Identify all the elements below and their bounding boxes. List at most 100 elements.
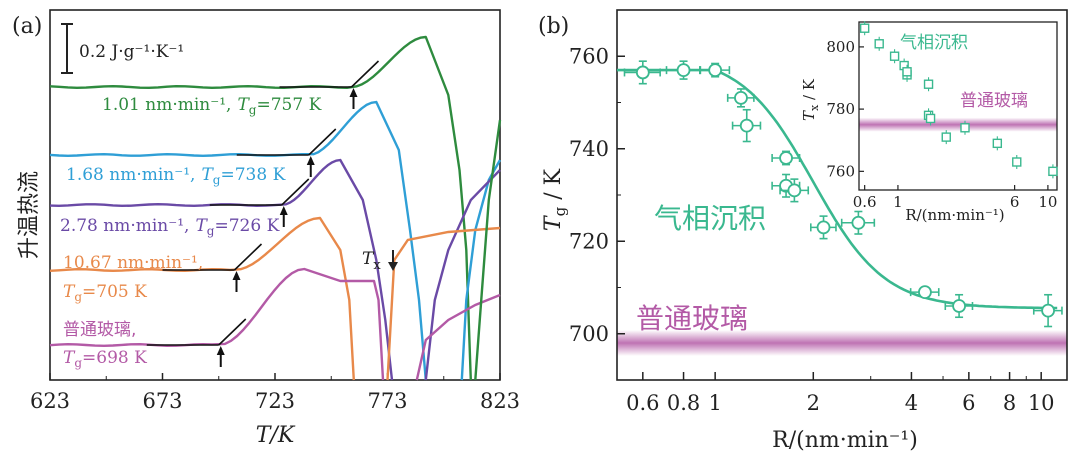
dsc-curve-tail — [424, 169, 501, 381]
panel-b-xtick-label: 8 — [1003, 391, 1016, 415]
inset-frame — [858, 21, 1058, 191]
series-label-1: 1.01 nm·min⁻¹, Tg=757 K — [102, 95, 322, 117]
inset-data-point — [992, 136, 1003, 151]
inset-ytick-label: 780 — [826, 100, 855, 118]
data-point — [771, 150, 801, 166]
panel-a-xtick-label: 723 — [255, 389, 295, 413]
series-label-4-rate: 10.67 nm·min⁻¹, — [63, 253, 203, 273]
series-label-5-tg: Tg=698 K — [63, 348, 147, 370]
vapor-label: 气相沉积 — [654, 202, 766, 235]
series-label-2: 1.68 nm·min⁻¹, Tg=738 K — [66, 165, 286, 187]
panel-b-xtick-label: 4 — [905, 391, 918, 415]
panel-a-xlabel: T/K — [256, 423, 296, 448]
inset-xlabel: R/(nm·min⁻¹) — [905, 206, 1004, 224]
panel-b-xtick-label: 0.8 — [667, 391, 700, 415]
panel-a-xtick-label: 673 — [142, 389, 182, 413]
inset-data-point — [923, 77, 934, 92]
inset-data-point — [1012, 155, 1022, 169]
band-label: 普通玻璃 — [636, 302, 748, 335]
inset-data-point — [1048, 164, 1058, 179]
panel-b-ylabel: Tg / K — [541, 168, 569, 231]
panel-b-ytick-label: 700 — [569, 322, 609, 346]
panel-b-band — [617, 330, 1067, 356]
inset-data-point — [960, 120, 970, 135]
panel-a-xtick-label: 623 — [30, 389, 70, 413]
onset-tangent — [350, 60, 380, 88]
inset-band-label: 普通玻璃 — [960, 91, 1028, 111]
inset-xtick-label: 0.6 — [853, 193, 877, 211]
onset-tangent — [233, 243, 263, 271]
inset-data-point — [874, 36, 884, 51]
tg-arrow-head — [232, 271, 241, 280]
panel-b-ytick-label: 760 — [569, 44, 609, 68]
inset-data-point — [925, 111, 936, 126]
data-point — [726, 88, 755, 108]
panel-b-ticks: 0.6 0.8 1 2 4 6 8 10 700 720 740 760 — [569, 9, 1055, 415]
inset-ordinary-glass-band — [859, 117, 1057, 132]
tg-arrow-head — [349, 88, 358, 97]
inset-xtick-label: 1 — [893, 193, 903, 211]
panel-b-xtick-label: 0.6 — [626, 391, 659, 415]
dsc-curve-tail — [474, 119, 502, 381]
inset-ticks: 0.6 1 6 10 760 780 800 — [826, 38, 1057, 211]
tx-label: Tx — [362, 249, 381, 273]
panel-b-xtick-label: 10 — [1028, 391, 1055, 415]
series-label-5-rate: 普通玻璃, — [63, 320, 136, 340]
inset-ylabel: Tx / K — [800, 78, 821, 121]
dsc-curve-tail — [415, 293, 501, 381]
series-label-3: 2.78 nm·min⁻¹, Tg=726 K — [60, 216, 280, 238]
ordinary-glass-band — [617, 330, 1067, 356]
data-point — [779, 178, 810, 203]
data-point — [665, 60, 701, 80]
data-point — [909, 285, 940, 300]
onset-tangent — [218, 318, 247, 346]
data-point — [699, 62, 731, 78]
inset-data-point — [902, 64, 912, 79]
panel-a-xtick-label: 773 — [367, 389, 407, 413]
panel-b-xtick-label: 6 — [962, 391, 975, 415]
panel-b-xtick-label: 1 — [708, 391, 721, 415]
panel-a-x-ticks: 623 673 723 773 823 — [30, 373, 520, 413]
panel-b-xlabel: R/(nm·min⁻¹) — [772, 428, 918, 453]
panel-b-xtick-label: 2 — [807, 391, 820, 415]
inset-vapor-label: 气相沉积 — [900, 33, 968, 53]
data-point — [623, 60, 661, 85]
panel-b-ytick-label: 740 — [569, 137, 609, 161]
panel-a-ylabel: 升温热流 — [17, 171, 42, 259]
panel-a: 623 673 723 773 823 0.2 J·g⁻¹·K⁻¹ Tx 1.01 nm… — [12, 9, 520, 448]
inset: 0.6 1 6 10 760 780 800 气相沉积 普通玻璃 Tx / K R/(nm·… — [800, 21, 1058, 224]
panel-b-points — [623, 60, 1063, 328]
tg-arrow-head — [279, 206, 288, 215]
onset-tangent — [308, 128, 337, 156]
inset-xtick-label: 10 — [1038, 193, 1057, 211]
inset-data-point — [859, 21, 870, 36]
inset-ytick-label: 760 — [826, 162, 855, 180]
inset-ytick-label: 800 — [826, 38, 855, 56]
inset-bg — [859, 22, 1057, 190]
inset-xtick-label: 6 — [1010, 193, 1020, 211]
dsc-curve-tail — [386, 226, 501, 381]
panel-a-label: (a) — [12, 14, 42, 39]
tg-arrow-head — [216, 346, 225, 355]
inset-band — [859, 117, 1057, 132]
inset-data-point — [889, 49, 900, 64]
tg-arrow-head — [306, 156, 315, 165]
data-point — [944, 293, 974, 319]
onset-tangent — [281, 178, 310, 206]
data-point — [731, 108, 762, 143]
panel-b-ytick-label: 720 — [569, 229, 609, 253]
data-point — [840, 210, 876, 235]
tx-arrow-head — [388, 262, 398, 271]
data-point — [809, 215, 837, 240]
scale-bar-label: 0.2 J·g⁻¹·K⁻¹ — [79, 42, 184, 62]
inset-data-point — [941, 130, 951, 145]
panel-a-xtick-label: 823 — [480, 389, 520, 413]
panel-b-label: (b) — [538, 14, 569, 39]
panel-a-curves — [49, 35, 502, 381]
inset-points — [859, 21, 1058, 179]
series-label-4-tg: Tg=705 K — [63, 282, 147, 304]
panel-a-annotations: 0.2 J·g⁻¹·K⁻¹ Tx 1.01 nm·min⁻¹, Tg=757 K … — [60, 23, 398, 370]
data-point — [1032, 293, 1063, 328]
